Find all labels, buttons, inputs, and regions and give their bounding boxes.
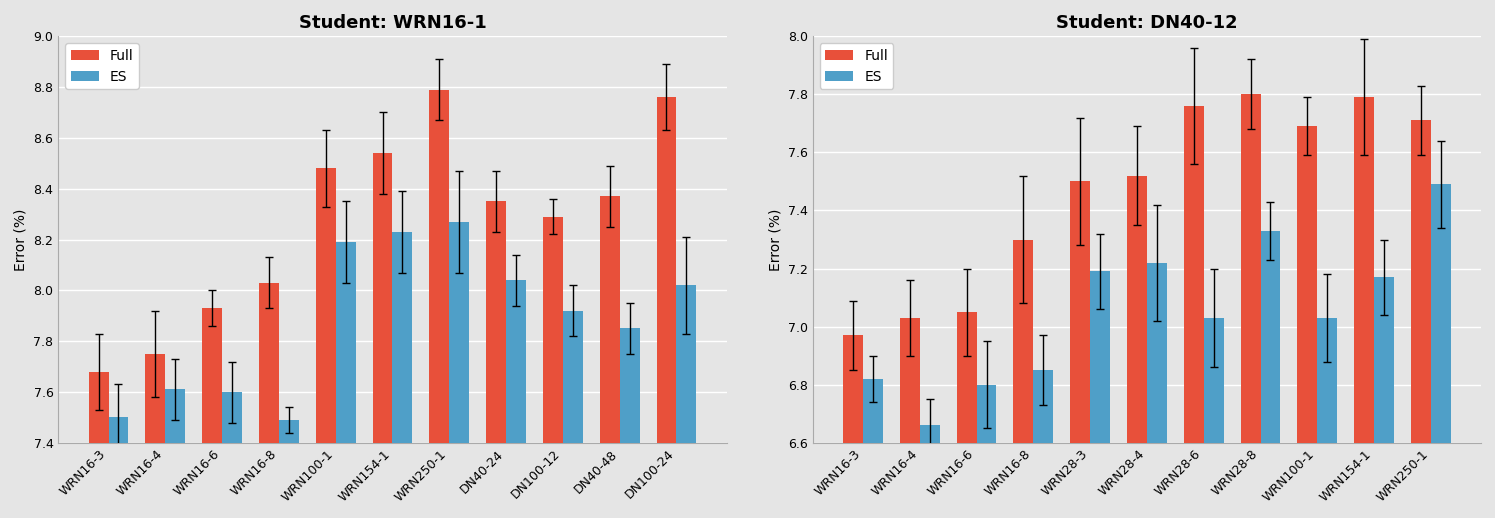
Bar [976,385,997,443]
Bar [1184,106,1203,443]
Bar [676,285,697,443]
Bar [919,425,940,443]
Bar [1374,277,1393,443]
Bar [1298,126,1317,443]
Bar [900,318,919,443]
Bar [957,312,976,443]
Bar [656,97,676,443]
Bar [1014,239,1033,443]
Bar [202,308,223,443]
Bar [336,242,356,443]
Title: Student: WRN16-1: Student: WRN16-1 [299,14,486,32]
Bar [1070,181,1090,443]
Legend: Full, ES: Full, ES [66,43,139,89]
Bar [1354,97,1374,443]
Title: Student: DN40-12: Student: DN40-12 [1055,14,1238,32]
Bar [393,232,413,443]
Bar [450,222,469,443]
Bar [1127,176,1147,443]
Legend: Full, ES: Full, ES [819,43,894,89]
Bar [88,372,109,443]
Bar [843,335,863,443]
Bar [1203,318,1223,443]
Bar [109,418,129,443]
Bar [1033,370,1054,443]
Y-axis label: Error (%): Error (%) [13,208,28,271]
Y-axis label: Error (%): Error (%) [768,208,782,271]
Bar [1147,263,1166,443]
Bar [166,390,185,443]
Bar [1260,231,1280,443]
Bar [145,354,166,443]
Bar [429,90,450,443]
Bar [863,379,884,443]
Bar [486,202,505,443]
Bar [372,153,393,443]
Bar [259,283,280,443]
Bar [1090,271,1109,443]
Bar [1431,184,1450,443]
Bar [619,328,640,443]
Bar [1411,121,1431,443]
Bar [562,311,583,443]
Bar [1317,318,1337,443]
Bar [599,196,619,443]
Bar [543,217,562,443]
Bar [223,392,242,443]
Bar [1241,94,1260,443]
Bar [315,168,336,443]
Bar [505,280,526,443]
Bar [280,420,299,443]
